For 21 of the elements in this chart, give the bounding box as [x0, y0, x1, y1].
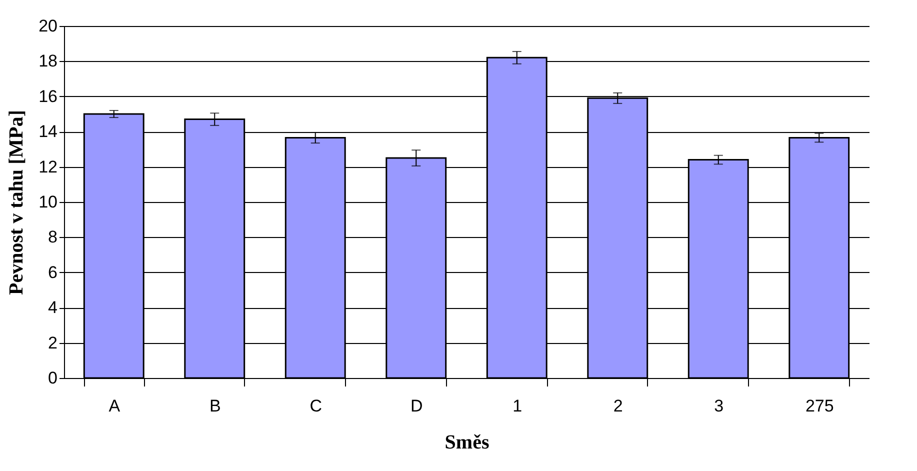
x-tick-label: A	[108, 396, 121, 416]
y-tick-label: 4	[48, 298, 58, 318]
x-tick-label: D	[410, 396, 423, 416]
y-tick-label: 2	[48, 333, 58, 352]
x-tick-label: 3	[714, 396, 724, 416]
y-tick-label: 6	[48, 262, 58, 282]
x-tick-label: C	[310, 396, 322, 416]
y-tick-label: 20	[38, 16, 58, 36]
x-axis-title: Směs	[444, 432, 490, 454]
y-tick-label: 14	[38, 122, 58, 142]
y-tick-label: 10	[38, 192, 58, 212]
x-tick-label: 275	[805, 396, 834, 416]
y-axis-title: Pevnost v tahu [MPa]	[6, 110, 28, 295]
y-tick-label: 12	[38, 157, 58, 176]
y-tick-label: 8	[48, 228, 58, 247]
x-tick-label: B	[209, 396, 221, 416]
y-tick-label: 16	[38, 86, 58, 106]
y-tick-label: 18	[38, 52, 58, 71]
y-tick-label: 0	[48, 368, 58, 388]
x-tick-label: 2	[613, 396, 623, 416]
x-tick-label: 1	[512, 396, 522, 416]
